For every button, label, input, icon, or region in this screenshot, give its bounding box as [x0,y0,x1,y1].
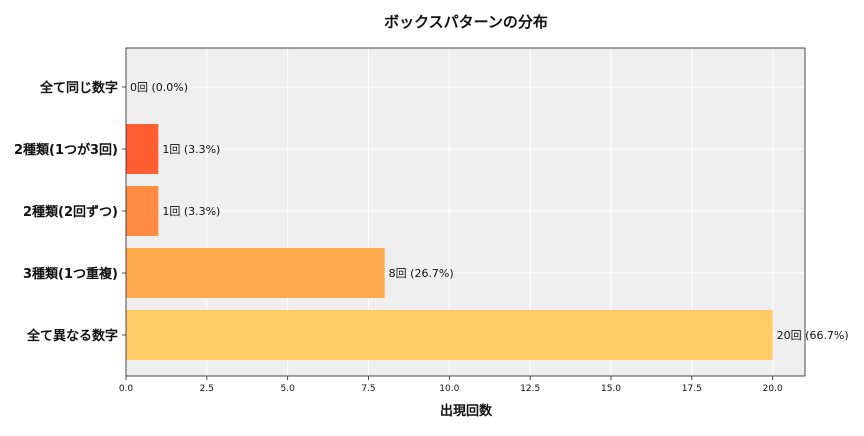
data-label: 20回 (66.7%) [777,329,849,342]
data-label: 1回 (3.3%) [162,143,220,156]
x-axis-title: 出現回数 [440,403,493,419]
x-tick-label: 5.0 [281,384,296,394]
bar [126,310,773,360]
data-label: 8回 (26.7%) [389,267,454,280]
x-tick-label: 0.0 [119,384,134,394]
x-tick-label: 2.5 [200,384,214,394]
data-label: 1回 (3.3%) [162,205,220,218]
y-tick-label: 全て同じ数字 [39,80,118,96]
plot-frame [125,47,806,377]
bar [126,124,159,174]
x-tick-label: 10.0 [439,384,459,394]
x-axis: 0.0 2.5 5.0 7.5 10.0 12.5 15.0 17.5 20.0 [119,376,783,394]
y-axis: 全て同じ数字 2種類(1つが3回) 2種類(2回ずつ) 3種類(1つ重複) 全て異なる数… [14,80,126,344]
y-tick-label: 2種類(1つが3回) [14,142,118,158]
x-tick-label: 15.0 [601,384,621,394]
chart-title: ボックスパターンの分布 [384,13,548,31]
x-tick-label: 20.0 [763,384,783,394]
data-labels: 0回 (0.0%) 1回 (3.3%) 1回 (3.3%) 8回 (26.7%) 20回… [130,81,849,342]
x-tick-label: 12.5 [520,384,540,394]
y-tick-label: 2種類(2回ずつ) [23,204,118,220]
bars [126,124,773,360]
bar [126,248,385,298]
x-tick-label: 7.5 [361,384,375,394]
bar [126,186,159,236]
x-tick-label: 17.5 [682,384,702,394]
data-label: 0回 (0.0%) [130,81,188,94]
y-tick-label: 全て異なる数字 [26,328,118,344]
y-tick-label: 3種類(1つ重複) [23,266,118,282]
